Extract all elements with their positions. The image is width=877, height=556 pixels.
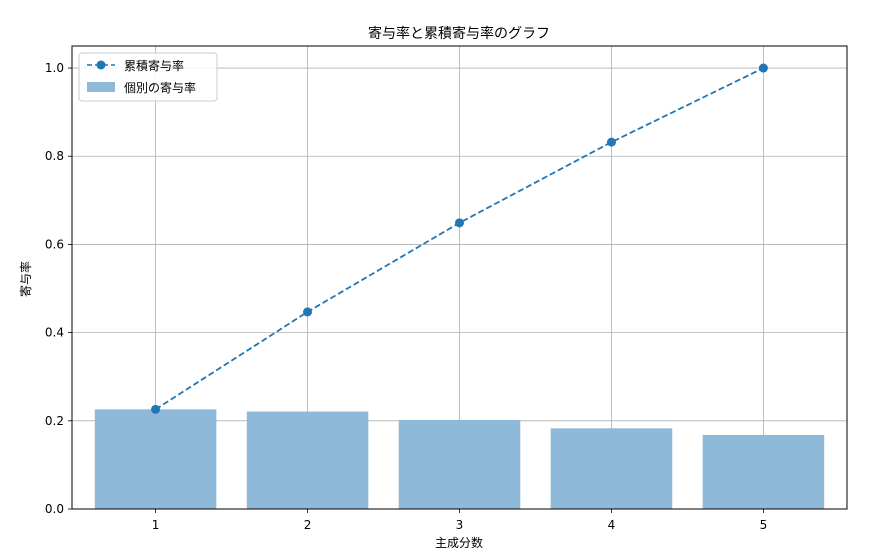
line-point: [151, 404, 161, 414]
y-axis-label: 寄与率: [18, 261, 33, 297]
x-tick-label: 5: [760, 518, 768, 532]
line-point: [758, 63, 768, 73]
legend: 累積寄与率 個別の寄与率: [78, 52, 218, 102]
x-axis-ticks: 1 2 3 4 5: [152, 509, 767, 532]
legend-bar-swatch: [87, 82, 115, 92]
x-tick-label: 1: [152, 518, 160, 532]
bar: [702, 434, 825, 509]
legend-label-individual: 個別の寄与率: [124, 80, 196, 95]
x-tick-label: 4: [608, 518, 616, 532]
legend-label-cumulative: 累積寄与率: [124, 58, 184, 73]
bar-series: [94, 409, 825, 509]
x-axis-label: 主成分数: [435, 535, 483, 550]
y-tick-label: 1.0: [45, 61, 64, 75]
y-tick-label: 0.4: [45, 326, 64, 340]
line-point: [303, 307, 313, 317]
bar: [550, 428, 673, 509]
y-tick-label: 0.2: [45, 414, 64, 428]
bar: [398, 419, 521, 509]
line-point: [606, 137, 616, 147]
chart-title: 寄与率と累積寄与率のグラフ: [368, 25, 550, 42]
y-axis-ticks: 0.0 0.2 0.4 0.6 0.8 1.0: [45, 61, 72, 516]
x-tick-label: 2: [304, 518, 312, 532]
x-tick-label: 3: [456, 518, 464, 532]
y-tick-label: 0.6: [45, 237, 64, 251]
y-tick-label: 0.0: [45, 502, 64, 516]
legend-line-marker: [96, 60, 106, 70]
line-point: [455, 218, 464, 228]
bar: [246, 411, 369, 509]
y-tick-label: 0.8: [45, 149, 64, 163]
bar: [94, 409, 217, 509]
line-series: [151, 63, 768, 414]
